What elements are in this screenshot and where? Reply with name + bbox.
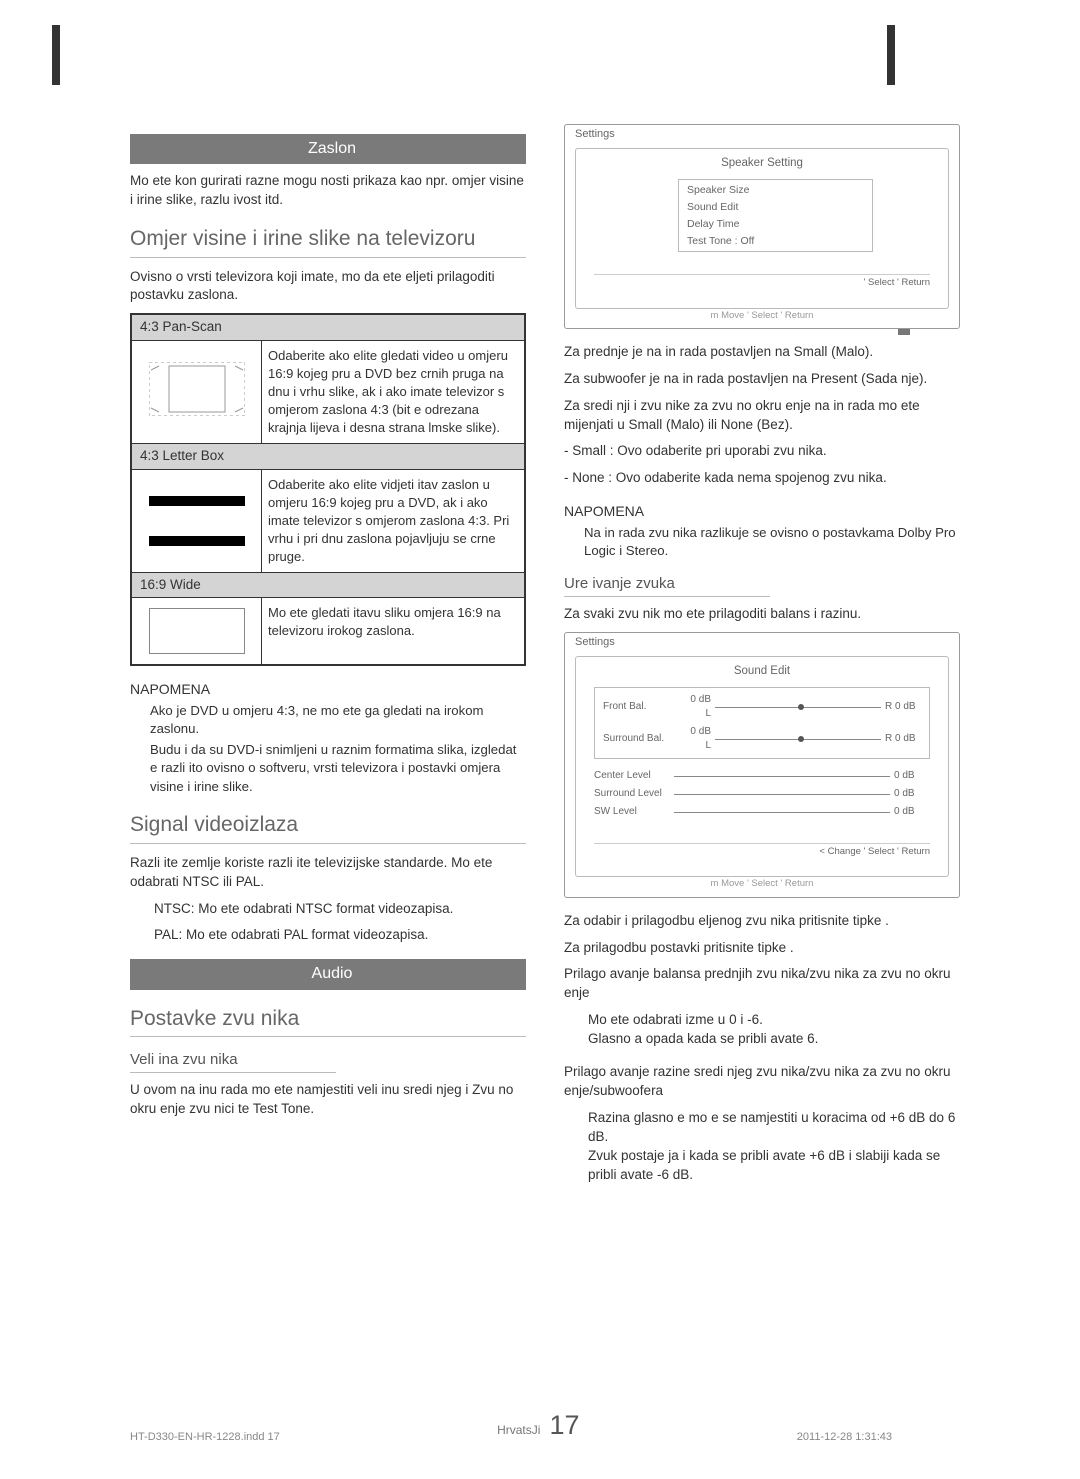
osd1-outer: Settings <box>575 127 949 142</box>
aspect-intro: Ovisno o vrsti televizora koji imate, mo… <box>130 268 526 306</box>
osd2-surr-r: R 0 dB <box>881 732 921 746</box>
osd2-hint2: m Move ' Select ' Return <box>575 877 949 890</box>
page-footer: HT-D330-EN-HR-1228.indd 17 HrvatsJi 17 2… <box>0 1407 1080 1445</box>
osd2-surlev-lab: Surround Level <box>594 787 674 801</box>
r-p5: Za odabir i prilagodbu eljenog zvu nika … <box>564 912 960 931</box>
heading-speaker-size: Veli ina zvu nika <box>130 1049 336 1073</box>
row-hdr-letterbox: 4:3 Letter Box <box>132 443 524 469</box>
r-b1: - Small : Ovo odaberite pri uporabi zvu … <box>574 442 960 461</box>
crop-mark-right <box>887 25 895 85</box>
osd2-row-center: Center Level 0 dB <box>594 767 930 785</box>
section-bar-zaslon: Zaslon <box>130 134 526 164</box>
r-p3: Za sredi nji i zvu nike za zvu no okru e… <box>564 397 960 435</box>
osd2-surlev-r: 0 dB <box>890 787 930 801</box>
osd2-sw-lab: SW Level <box>594 805 674 819</box>
note-2: Na in rada zvu nika razlikuje se ovisno … <box>584 524 960 561</box>
panscan-desc: Odaberite ako elite gledati video u omje… <box>262 341 524 443</box>
right-column: Settings Speaker Setting Speaker Size So… <box>564 120 960 1184</box>
osd1-hint: ' Select ' Return <box>594 274 930 289</box>
note-head-2: NAPOMENA <box>564 502 960 522</box>
note-head-1: NAPOMENA <box>130 680 526 700</box>
r-b2: - None : Ovo odaberite kada nema spojeno… <box>574 469 960 488</box>
osd2-row-surlev: Surround Level 0 dB <box>594 785 930 803</box>
r-p8: Prilago avanje razine sredi njeg zvu nik… <box>564 1063 960 1101</box>
osd2-title: Sound Edit <box>594 663 930 679</box>
sound-edit-intro: Za svaki zvu nik mo ete prilagoditi bala… <box>564 605 960 624</box>
letterbox-thumb <box>132 470 262 572</box>
left-column: Zaslon Mo ete kon gurirati razne mogu no… <box>130 120 526 1184</box>
crop-mark-left <box>52 25 60 85</box>
osd2-outer: Settings <box>575 635 949 650</box>
osd-speaker-setting: Settings Speaker Setting Speaker Size So… <box>564 124 960 329</box>
osd2-surr-lab: Surround Bal. <box>603 732 683 746</box>
osd2-row-front: Front Bal. 0 dB L R 0 dB <box>603 691 921 723</box>
osd2-row-surround: Surround Bal. 0 dB L R 0 dB <box>603 723 921 755</box>
osd2-surr-l: 0 dB L <box>683 725 715 753</box>
osd2-front-lab: Front Bal. <box>603 700 683 714</box>
footer-file: HT-D330-EN-HR-1228.indd 17 <box>130 1430 280 1445</box>
signal-intro: Razli ite zemlje koriste razli ite telev… <box>130 854 526 892</box>
osd2-hint: < Change ' Select ' Return <box>594 843 930 858</box>
osd2-sw-r: 0 dB <box>890 805 930 819</box>
heading-sound-edit: Ure ivanje zvuka <box>564 573 770 597</box>
r-p2: Za subwoofer je na in rada postavljen na… <box>564 370 960 389</box>
osd1-hint2: m Move ' Select ' Return <box>575 309 949 322</box>
row-hdr-wide: 16:9 Wide <box>132 572 524 598</box>
signal-pal: PAL: Mo ete odabrati PAL format videozap… <box>154 926 526 945</box>
wide-desc: Mo ete gledati itavu sliku omjera 16:9 n… <box>262 598 524 664</box>
osd1-item-2: Delay Time <box>687 216 864 233</box>
osd1-menu: Speaker Size Sound Edit Delay Time Test … <box>678 179 873 252</box>
r-p6: Za prilagodbu postavki pritisnite tipke … <box>564 939 960 958</box>
letterbox-desc: Odaberite ako elite vidjeti itav zaslon … <box>262 470 524 572</box>
note-1a: Ako je DVD u omjeru 4:3, ne mo ete ga gl… <box>150 702 526 739</box>
footer-page: 17 <box>549 1410 579 1440</box>
r-li2: Glasno a opada kada se pribli avate 6. <box>588 1030 960 1049</box>
r-p7: Prilago avanje balansa prednjih zvu nika… <box>564 965 960 1003</box>
note-1b: Budu i da su DVD-i snimljeni u raznim fo… <box>150 741 526 796</box>
r-li1: Mo ete odabrati izme u 0 i -6. <box>588 1011 960 1030</box>
osd2-center-r: 0 dB <box>890 769 930 783</box>
r-p1: Za prednje je na in rada postavljen na S… <box>564 343 960 362</box>
speaker-size-intro: U ovom na inu rada mo ete namjestiti vel… <box>130 1081 526 1119</box>
osd2-front-r: R 0 dB <box>881 700 921 714</box>
osd-sound-edit: Settings Sound Edit Front Bal. 0 dB L R … <box>564 632 960 898</box>
osd1-item-1: Sound Edit <box>687 199 864 216</box>
zaslon-intro: Mo ete kon gurirati razne mogu nosti pri… <box>130 172 526 210</box>
footer-lang: HrvatsJi <box>497 1423 540 1437</box>
r-li3: Razina glasno e mo e se namjestiti u kor… <box>588 1109 960 1147</box>
osd1-item-3: Test Tone : Off <box>687 233 864 250</box>
osd1-item-0: Speaker Size <box>687 182 864 199</box>
footer-date: 2011-12-28 1:31:43 <box>797 1430 892 1445</box>
r-li4: Zvuk postaje ja i kada se pribli avate +… <box>588 1147 960 1185</box>
osd2-center-lab: Center Level <box>594 769 674 783</box>
section-bar-audio: Audio <box>130 959 526 989</box>
aspect-table: 4:3 Pan-Scan Odaberite ako elite gl <box>130 313 526 666</box>
signal-ntsc: NTSC: Mo ete odabrati NTSC format videoz… <box>154 900 526 919</box>
row-hdr-panscan: 4:3 Pan-Scan <box>132 315 524 340</box>
heading-speaker: Postavke zvu nika <box>130 1004 526 1037</box>
wide-thumb <box>132 598 262 664</box>
osd2-front-l: 0 dB L <box>683 693 715 721</box>
osd2-row-sw: SW Level 0 dB <box>594 803 930 821</box>
panscan-thumb <box>132 341 262 443</box>
osd1-title: Speaker Setting <box>594 155 930 171</box>
osd2-balance-box: Front Bal. 0 dB L R 0 dB Surround Bal. 0… <box>594 687 930 759</box>
heading-signal: Signal videoizlaza <box>130 810 526 843</box>
heading-aspect: Omjer visine i irine slike na televizoru <box>130 224 526 257</box>
